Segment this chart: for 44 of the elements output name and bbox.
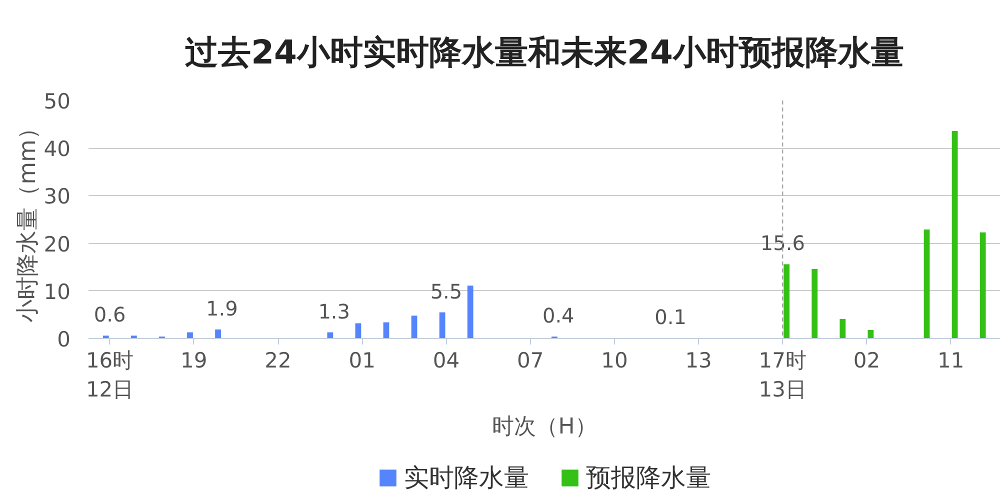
bar: [130, 336, 137, 338]
data-label: 15.6: [760, 231, 805, 256]
bar: [187, 332, 193, 338]
data-label: 0.6: [94, 302, 126, 327]
legend-label: 实时降水量: [404, 462, 529, 494]
x-tick-label: 17时 13日: [758, 348, 807, 402]
y-tick-label: 40: [44, 137, 71, 162]
bar: [383, 322, 390, 338]
bar: [952, 130, 958, 338]
x-tick-label: 16时 12日: [86, 348, 134, 402]
x-tick-label: 22: [264, 348, 292, 372]
bar: [215, 329, 221, 338]
chart-title: 过去24小时实时降水量和未来24小时预报降水量: [185, 32, 904, 72]
data-label: 0.4: [542, 304, 574, 328]
y-tick-label: 50: [44, 90, 71, 114]
bar: [980, 232, 986, 338]
x-axis-title: 时次（H）: [492, 414, 597, 440]
bar: [102, 336, 109, 338]
data-label: 1.3: [318, 299, 350, 324]
y-tick-label: 20: [44, 232, 71, 256]
y-axis-title: 小时降水量（mm）: [14, 116, 41, 322]
x-tick-label: 11: [938, 348, 964, 372]
bar: [840, 318, 846, 338]
bar: [327, 332, 334, 338]
x-tick-label: 01: [348, 348, 376, 372]
y-tick-label: 10: [44, 280, 71, 304]
bar: [439, 312, 446, 338]
y-tick-label: 30: [44, 184, 71, 209]
data-label: 0.1: [654, 305, 686, 330]
x-tick-label: 07: [516, 348, 544, 372]
data-label: 5.5: [430, 279, 462, 304]
bar: [467, 286, 474, 338]
y-tick-label: 0: [57, 328, 71, 352]
x-tick-label: 10: [601, 348, 628, 372]
bar: [411, 316, 418, 338]
legend-label: 预报降水量: [586, 462, 711, 494]
bar: [784, 264, 790, 338]
bar: [812, 269, 818, 338]
bar: [924, 229, 930, 338]
x-tick-label: 13: [685, 348, 712, 372]
x-tick-label: 04: [432, 348, 460, 372]
x-tick-label: 02: [853, 348, 880, 372]
data-label: 1.9: [206, 296, 238, 320]
x-tick-label: 19: [180, 348, 208, 372]
